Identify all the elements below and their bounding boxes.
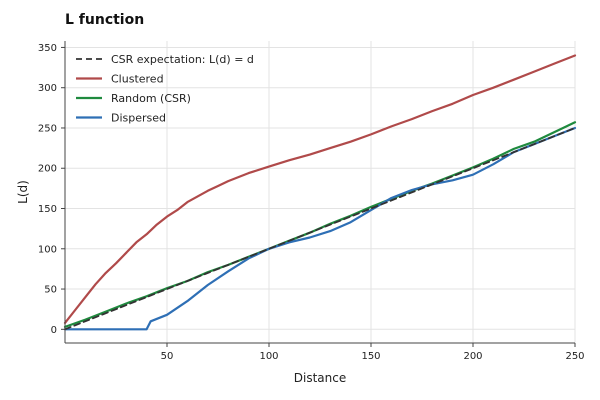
legend-label: CSR expectation: L(d) = d xyxy=(111,53,254,66)
x-tick-label: 100 xyxy=(259,351,278,362)
y-tick-label: 100 xyxy=(38,244,57,255)
y-tick-label: 350 xyxy=(38,43,57,54)
series-line-csr-expectation-l-d-d xyxy=(64,127,576,331)
y-axis-label: L(d) xyxy=(16,180,30,204)
legend-label: Dispersed xyxy=(111,112,166,125)
grid xyxy=(65,41,576,343)
x-tick-label: 250 xyxy=(565,351,584,362)
legend-label: Random (CSR) xyxy=(111,92,191,105)
y-tick-label: 300 xyxy=(38,83,57,94)
series-line-dispersed xyxy=(63,126,577,331)
x-tick-label: 150 xyxy=(361,351,380,362)
series-line-clustered xyxy=(63,54,577,324)
series-line-random-csr xyxy=(63,121,577,328)
x-tick-label: 50 xyxy=(161,351,174,362)
x-axis-label: Distance xyxy=(294,371,346,385)
tick-labels: 50 100 150 200 250 0 50 100 150 200 250 300 350 xyxy=(38,43,585,362)
series-lines xyxy=(63,54,577,331)
y-tick-label: 250 xyxy=(38,123,57,134)
chart-title: L function xyxy=(65,12,145,28)
y-tick-label: 50 xyxy=(44,285,57,296)
axes xyxy=(61,41,576,347)
x-tick-label: 200 xyxy=(463,351,482,362)
legend: CSR expectation: L(d) = d Clustered Random… xyxy=(76,53,254,125)
y-tick-label: 200 xyxy=(38,164,57,175)
y-tick-label: 150 xyxy=(38,204,57,215)
y-tick-label: 0 xyxy=(51,325,57,336)
legend-label: Clustered xyxy=(111,73,164,86)
